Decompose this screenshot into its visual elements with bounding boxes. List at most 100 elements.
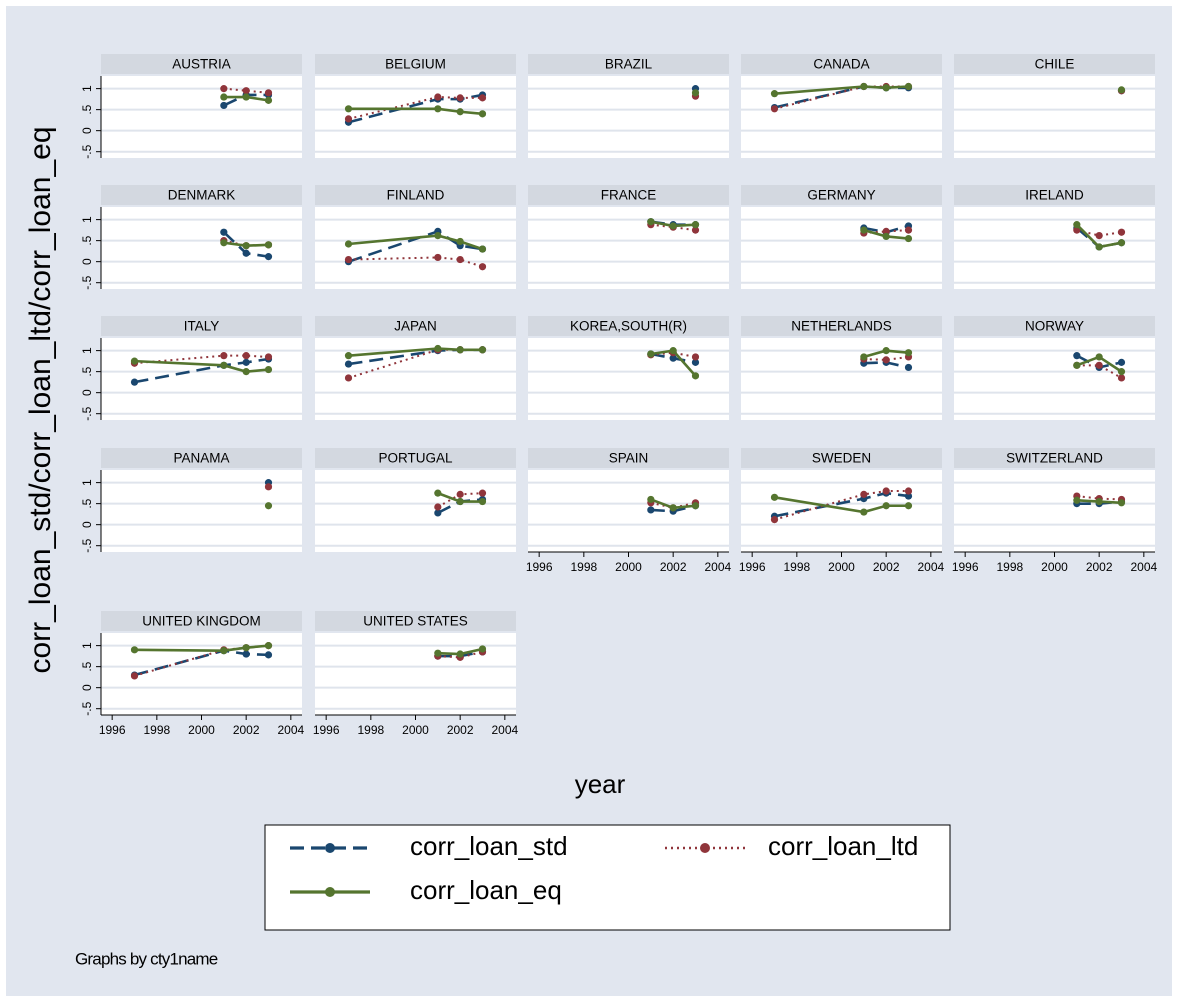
series-marker: [130, 378, 139, 386]
series-line: [1076, 495, 1122, 501]
series-marker: [130, 357, 139, 365]
series-marker: [770, 516, 779, 524]
panel-strip: [315, 54, 516, 74]
panel-title: CANADA: [813, 57, 869, 72]
x-tick-label: 1996: [99, 723, 126, 737]
panel-strip: [528, 448, 729, 468]
series-marker: [1117, 499, 1126, 507]
series-marker: [882, 502, 890, 510]
series-marker: [242, 242, 250, 250]
series-line: [650, 501, 696, 509]
series-marker: [770, 105, 779, 113]
series-line: [223, 87, 269, 94]
series-marker: [456, 108, 464, 116]
series-marker: [242, 93, 250, 101]
legend-marker: [700, 843, 710, 853]
plot-area: [741, 470, 942, 552]
series-marker: [882, 84, 890, 92]
panel-title: NETHERLANDS: [791, 319, 892, 334]
y-tick-label: .5: [80, 366, 94, 376]
series-marker: [882, 347, 890, 355]
series-marker: [860, 226, 868, 234]
panel-title: SPAIN: [609, 451, 649, 466]
panel-strip: [954, 54, 1155, 74]
series-marker: [882, 487, 890, 495]
series-marker: [691, 372, 700, 380]
panel-strip: [315, 448, 516, 468]
legend-label: corr_loan_eq: [410, 875, 562, 905]
x-axis-title: year: [575, 769, 626, 799]
series-line: [863, 355, 909, 361]
series-marker: [1073, 361, 1081, 369]
panel-title: PORTUGAL: [378, 451, 453, 466]
panel-title: UNITED KINGDOM: [142, 614, 261, 629]
series-marker: [904, 349, 913, 357]
series-marker: [904, 492, 913, 500]
panel-strip: [101, 54, 302, 74]
x-tick-label: 1998: [783, 560, 810, 574]
y-tick-label: 1: [80, 479, 94, 486]
series-marker: [478, 94, 487, 102]
series-line: [1076, 364, 1122, 379]
series-marker: [669, 354, 677, 362]
x-tick-label: 2002: [447, 723, 474, 737]
series-marker: [1117, 86, 1126, 94]
series-marker: [344, 360, 353, 368]
y-tick-label: 1: [80, 216, 94, 223]
panel-strip: [741, 448, 942, 468]
series-marker: [1117, 239, 1126, 247]
x-tick-label: 1998: [357, 723, 384, 737]
series-marker: [904, 363, 913, 372]
series-marker: [860, 82, 868, 91]
series-marker: [647, 495, 655, 504]
series-line: [134, 359, 269, 373]
panel-strip: [101, 611, 302, 631]
note: Graphs by cty1name: [75, 949, 218, 968]
series-marker: [478, 346, 487, 354]
series-marker: [647, 506, 655, 514]
series-marker: [220, 352, 228, 360]
series-marker: [1095, 243, 1103, 251]
panel-strip: [315, 185, 516, 205]
series-line: [134, 649, 269, 677]
x-tick-label: 1996: [739, 560, 766, 574]
series-marker: [242, 87, 250, 95]
panel-strip: [741, 185, 942, 205]
panel-title: ITALY: [184, 319, 220, 334]
series-marker: [434, 231, 442, 240]
series-marker: [344, 255, 353, 264]
y-tick-label: 0: [80, 521, 94, 528]
series-marker: [691, 226, 700, 234]
panel-title: AUSTRIA: [172, 57, 231, 72]
series-marker: [456, 497, 464, 506]
series-marker: [691, 221, 700, 229]
series-marker: [1117, 358, 1126, 366]
series-marker: [669, 504, 677, 512]
series-marker: [770, 90, 779, 98]
y-tick-label: -.5: [80, 538, 94, 552]
series-marker: [264, 96, 273, 104]
plot-area: [528, 470, 729, 552]
x-tick-label: 1996: [526, 560, 553, 574]
panel-strip: [954, 448, 1155, 468]
y-tick-label: -.5: [80, 701, 94, 715]
series-marker: [130, 646, 139, 654]
x-tick-label: 2002: [660, 560, 687, 574]
panel-title: GERMANY: [807, 188, 875, 203]
series-marker: [264, 642, 273, 650]
panel-title: FRANCE: [601, 188, 657, 203]
x-tick-label: 1996: [952, 560, 979, 574]
series-marker: [220, 361, 228, 369]
series-marker: [478, 497, 487, 506]
x-tick-label: 2000: [615, 560, 642, 574]
y-tick-label: 0: [80, 258, 94, 265]
series-marker: [1117, 374, 1126, 382]
y-tick-label: 1: [80, 347, 94, 354]
panel-strip: [528, 316, 729, 336]
series-marker: [220, 101, 228, 110]
series-marker: [691, 358, 700, 366]
legend-label: corr_loan_std: [410, 831, 568, 861]
panel-title: FINLAND: [387, 188, 445, 203]
legend-marker: [325, 843, 335, 853]
legend-box: [264, 824, 951, 931]
